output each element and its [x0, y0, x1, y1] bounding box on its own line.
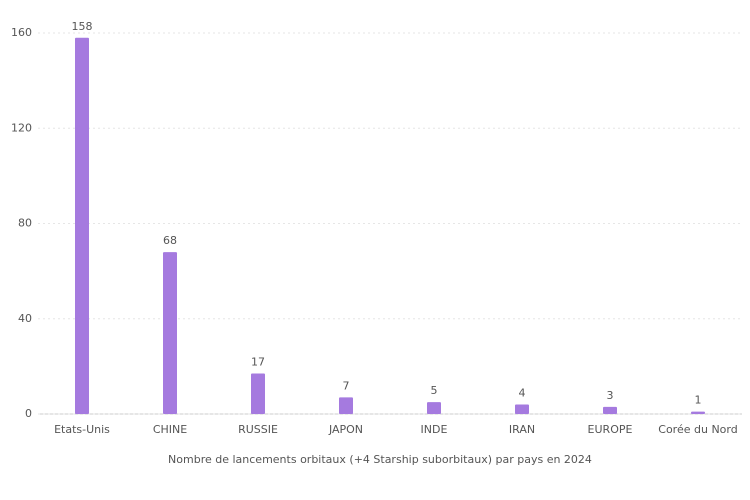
bar [515, 404, 529, 414]
bar [691, 411, 705, 414]
x-tick-label: INDE [421, 423, 448, 436]
bar [603, 406, 617, 414]
value-label: 1 [695, 394, 702, 407]
bar [427, 402, 441, 414]
value-label: 158 [72, 20, 93, 33]
bar [75, 37, 89, 414]
bar [163, 252, 177, 414]
y-tick-label: 40 [18, 312, 32, 325]
value-label: 5 [431, 384, 438, 397]
x-tick-label: IRAN [509, 423, 535, 436]
bar [251, 373, 265, 414]
y-tick-label: 160 [11, 26, 32, 39]
value-label: 3 [607, 389, 614, 402]
value-label: 17 [251, 356, 265, 369]
y-tick-label: 0 [25, 407, 32, 420]
x-tick-label: Corée du Nord [658, 423, 737, 436]
x-tick-label: Etats-Unis [54, 423, 110, 436]
y-tick-label: 80 [18, 217, 32, 230]
value-label: 7 [343, 379, 350, 392]
x-tick-label: JAPON [328, 423, 363, 436]
x-tick-label: EUROPE [588, 423, 633, 436]
x-axis-title: Nombre de lancements orbitaux (+4 Starsh… [168, 453, 592, 466]
x-tick-label: RUSSIE [238, 423, 278, 436]
value-label: 68 [163, 234, 177, 247]
x-tick-label: CHINE [153, 423, 187, 436]
bar [339, 397, 353, 414]
value-label: 4 [519, 386, 526, 399]
y-tick-label: 120 [11, 121, 32, 134]
